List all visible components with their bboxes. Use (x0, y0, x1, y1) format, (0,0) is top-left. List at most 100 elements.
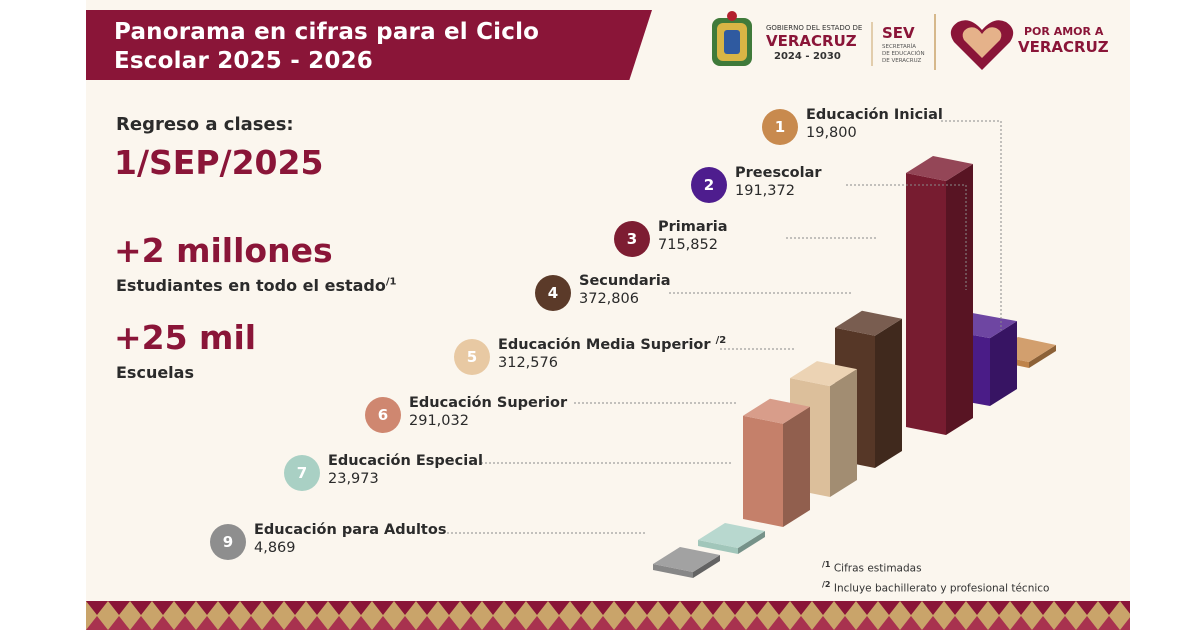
bar-top (743, 398, 810, 424)
border-triangle (966, 601, 988, 615)
bar-top (790, 361, 857, 387)
border-triangle (416, 616, 438, 630)
bar-front (653, 564, 693, 578)
border-triangle (834, 616, 856, 630)
title-line-2: Escolar 2025 - 2026 (114, 48, 373, 74)
level-number-badge: 9 (210, 524, 246, 560)
border-triangle (746, 616, 768, 630)
border-triangle (196, 601, 218, 615)
border-triangle (680, 616, 702, 630)
border-triangle (174, 601, 196, 615)
border-triangle (548, 616, 570, 630)
bar-top (835, 310, 902, 336)
border-triangle (460, 601, 482, 615)
svg-text:SECRETARÍA: SECRETARÍA (882, 43, 916, 50)
border-triangle (328, 616, 350, 630)
border-triangle (922, 616, 944, 630)
border-triangle (416, 601, 438, 615)
border-triangle (878, 616, 900, 630)
border-triangle (1098, 616, 1120, 630)
border-triangle (438, 616, 460, 630)
border-triangle (1054, 616, 1076, 630)
border-triangle (988, 601, 1010, 615)
border-triangle (284, 601, 306, 615)
bar-7 (698, 523, 765, 554)
page-title: Panorama en cifras para el Ciclo Escolar… (114, 18, 539, 76)
border-triangle (394, 601, 416, 615)
title-line-1: Panorama en cifras para el Ciclo (114, 19, 540, 45)
border-triangle (1098, 601, 1120, 615)
bar-side (946, 164, 973, 435)
bar-side (1029, 345, 1056, 368)
heart-logo (950, 20, 1014, 70)
level-number-badge: 1 (762, 109, 798, 145)
coat-of-arms-logo (712, 11, 752, 66)
level-value: 291,032 (409, 413, 469, 429)
border-triangle (504, 601, 526, 615)
por-amor-logo: POR AMOR A VERACRUZ (1018, 25, 1109, 56)
border-triangle (658, 616, 680, 630)
border-triangle (196, 616, 218, 630)
border-triangle (284, 616, 306, 630)
border-triangle (702, 616, 724, 630)
border-triangle (504, 616, 526, 630)
border-triangle (592, 601, 614, 615)
students-label: Estudiantes en todo el estado/1 (116, 276, 397, 295)
border-triangle (526, 601, 548, 615)
border-triangle (152, 616, 174, 630)
border-triangle (86, 601, 108, 615)
border-triangle (636, 601, 658, 615)
border-triangle (240, 601, 262, 615)
border-triangle (218, 616, 240, 630)
border-triangle (856, 616, 878, 630)
border-triangle (944, 601, 966, 615)
border-triangle (768, 601, 790, 615)
regreso-label: Regreso a clases: (116, 114, 294, 135)
border-triangle (724, 601, 746, 615)
border-triangle (1054, 601, 1076, 615)
level-value: 312,576 (498, 355, 558, 371)
border-triangle (306, 616, 328, 630)
level-number-badge: 4 (535, 275, 571, 311)
border-triangle (636, 616, 658, 630)
border-triangle (1076, 616, 1098, 630)
sev-logo: SEV SECRETARÍA DE EDUCACIÓN DE VERACRUZ (882, 24, 925, 64)
border-triangle (724, 616, 746, 630)
svg-text:DE VERACRUZ: DE VERACRUZ (882, 58, 922, 64)
bar-front (698, 540, 738, 554)
gov-line-1: GOBIERNO DEL ESTADO DE (766, 24, 862, 32)
level-name: Educación Media Superior /2 (498, 335, 727, 353)
border-triangle (790, 601, 812, 615)
border-triangle (856, 601, 878, 615)
border-triangle (592, 616, 614, 630)
border-triangle (988, 616, 1010, 630)
level-name: Educación para Adultos (254, 521, 447, 538)
border-triangle (130, 616, 152, 630)
gov-line-2: VERACRUZ (766, 32, 857, 50)
infographic-card: Panorama en cifras para el Ciclo Escolar… (86, 0, 1130, 630)
border-triangle (152, 601, 174, 615)
level-value: 23,973 (328, 471, 379, 487)
border-triangle (262, 601, 284, 615)
level-value: 715,852 (658, 237, 718, 253)
schools-value: +25 mil (114, 318, 257, 357)
border-triangle (966, 616, 988, 630)
footnotes: /1 Cifras estimadas /2 Incluye bachiller… (822, 557, 1049, 596)
border-triangle (1032, 616, 1054, 630)
schools-label: Escuelas (116, 363, 194, 382)
bar-side (875, 318, 902, 468)
border-triangle (900, 601, 922, 615)
border-triangle (1010, 601, 1032, 615)
border-triangle (922, 601, 944, 615)
footnote-1: /1 Cifras estimadas (822, 560, 922, 575)
bar-side (738, 531, 765, 554)
border-triangle (108, 601, 130, 615)
border-triangle (1032, 601, 1054, 615)
border-triangle (460, 616, 482, 630)
slogan-line-2: VERACRUZ (1018, 38, 1109, 56)
border-triangle (372, 601, 394, 615)
level-number-badge: 3 (614, 221, 650, 257)
border-triangle (570, 601, 592, 615)
border-triangle (218, 601, 240, 615)
border-triangle (790, 616, 812, 630)
